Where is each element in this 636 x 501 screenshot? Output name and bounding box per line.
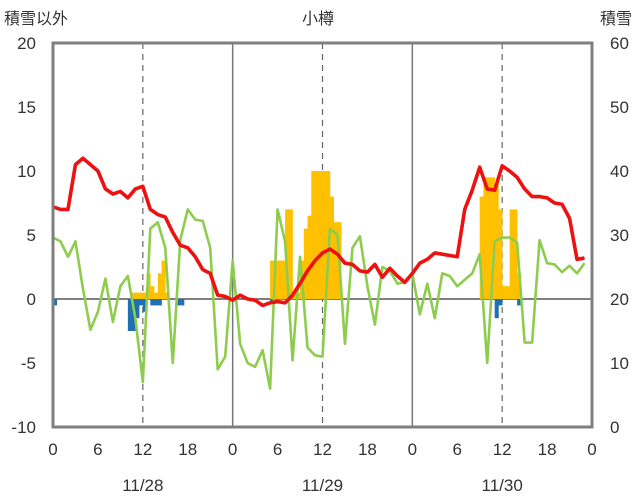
snow-bar	[303, 228, 308, 299]
snow-bar	[513, 209, 518, 299]
left-axis-label: 積雪以外	[4, 9, 68, 28]
x-tick-label: 0	[408, 440, 417, 459]
snow-bar	[150, 286, 155, 299]
left-tick-label: -5	[21, 354, 36, 373]
snow-bar	[322, 171, 327, 299]
x-tick-label: 6	[93, 440, 102, 459]
snow-bar	[135, 292, 140, 299]
snow-bar	[487, 177, 492, 299]
blue-bars	[53, 299, 522, 331]
snow-bar	[154, 292, 159, 299]
blue-bar	[150, 299, 155, 306]
green-series-line	[52, 208, 586, 390]
blue-bar	[494, 299, 499, 319]
snow-bar	[498, 209, 503, 299]
snow-bar	[139, 292, 144, 299]
plot-border	[51, 41, 594, 429]
blue-bar	[135, 299, 140, 319]
x-tick-label: 18	[538, 440, 557, 459]
blue-bar	[176, 299, 181, 306]
right-axis-label: 積雪	[600, 9, 632, 28]
date-label: 11/28	[122, 476, 163, 495]
right-tick-label: 40	[610, 162, 629, 181]
x-tick-label: 6	[453, 440, 462, 459]
left-tick-label: -10	[11, 418, 36, 437]
blue-bar	[180, 299, 185, 306]
blue-bar	[157, 299, 162, 306]
snow-bar	[502, 286, 507, 299]
x-tick-label: 18	[358, 440, 377, 459]
right-axis-ticks: 60 50 40 30 20 10 0	[610, 34, 629, 437]
snow-bar	[318, 171, 323, 299]
snow-bar	[333, 222, 338, 299]
blue-bar	[139, 299, 144, 306]
snow-bar	[157, 273, 162, 299]
left-tick-label: 5	[27, 226, 36, 245]
snow-bar	[315, 171, 320, 299]
snow-bar	[277, 260, 282, 299]
x-tick-label: 12	[133, 440, 152, 459]
snow-bar	[490, 177, 495, 299]
snow-bar	[329, 196, 335, 299]
left-tick-label: 20	[17, 34, 36, 53]
left-tick-label: 0	[27, 290, 36, 309]
right-tick-label: 0	[610, 418, 619, 437]
snow-bar	[281, 260, 286, 299]
x-tick-label: 12	[313, 440, 332, 459]
left-tick-label: 15	[17, 98, 36, 117]
snow-bar	[326, 171, 331, 299]
blue-bar	[498, 299, 503, 306]
date-label: 11/30	[482, 476, 523, 495]
x-tick-label: 0	[587, 440, 596, 459]
snow-bar	[483, 177, 488, 299]
x-tick-label: 12	[493, 440, 512, 459]
right-tick-label: 60	[610, 34, 629, 53]
x-tick-label: 18	[178, 440, 197, 459]
snow-bar	[131, 292, 136, 299]
snow-bar	[307, 215, 312, 299]
date-label: 11/29	[302, 476, 343, 495]
snow-bar	[505, 286, 510, 299]
snow-bar	[270, 260, 275, 299]
blue-bar	[127, 299, 132, 331]
x-axis-ticks: 0 6 12 18 0 6 12 18 0 6 12 18 0	[48, 440, 596, 459]
snow-bar	[288, 209, 293, 299]
left-tick-label: 10	[17, 162, 36, 181]
snow-bar	[509, 209, 514, 299]
snow-bar	[142, 292, 147, 299]
blue-bar	[53, 299, 58, 306]
x-tick-label: 6	[273, 440, 282, 459]
x-tick-label: 0	[228, 440, 237, 459]
blue-bar	[154, 299, 159, 306]
right-tick-label: 10	[610, 354, 629, 373]
blue-bar	[517, 299, 522, 306]
snow-bar	[292, 292, 297, 299]
right-tick-label: 30	[610, 226, 629, 245]
right-tick-label: 50	[610, 98, 629, 117]
red-series-line	[52, 156, 585, 308]
plot-frame	[51, 41, 594, 429]
snow-bar	[311, 171, 316, 299]
chart-title: 小樽	[302, 9, 334, 28]
x-tick-label: 0	[48, 440, 57, 459]
right-tick-label: 20	[610, 290, 629, 309]
snow-bar	[161, 260, 166, 299]
snow-bar	[479, 196, 484, 299]
blue-bar	[142, 299, 147, 312]
blue-bar	[270, 299, 275, 302]
left-axis-ticks: 20 15 10 5 0 -5 -10	[11, 34, 36, 437]
date-labels: 11/28 11/29 11/30	[122, 476, 523, 495]
